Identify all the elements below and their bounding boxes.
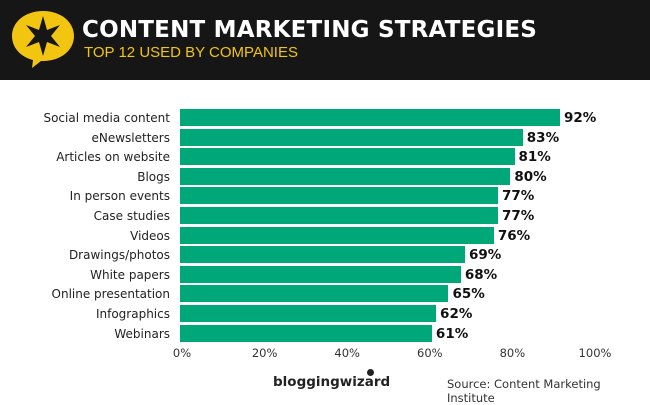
- category-label: eNewsletters: [91, 130, 170, 145]
- bar-row: Videos 76%: [0, 226, 650, 245]
- category-label: Social media content: [43, 111, 170, 125]
- x-tick-label: 40%: [334, 346, 360, 360]
- value-label: 76%: [497, 227, 531, 244]
- x-tick-label: 20%: [251, 346, 278, 360]
- bar: [180, 226, 494, 244]
- bar: [180, 246, 465, 264]
- value-label: 80%: [514, 168, 547, 185]
- value-label: 83%: [526, 129, 560, 146]
- bar-row: eNewsletters 83%: [0, 128, 650, 147]
- page-title: CONTENT MARKETING STRATEGIES: [82, 17, 538, 43]
- bar: [180, 167, 511, 185]
- value-label: 62%: [440, 306, 473, 322]
- value-label: 77%: [502, 208, 535, 224]
- bar-row: Blogs 80%: [0, 167, 650, 186]
- bar-row: Online presentation 65%: [0, 285, 650, 303]
- bar: [180, 207, 498, 224]
- value-label: 81%: [518, 149, 551, 166]
- brand-bubble-icon: [367, 369, 374, 376]
- category-label: Infographics: [95, 307, 170, 321]
- category-label: Blogs: [137, 169, 170, 184]
- category-label: Videos: [130, 228, 170, 243]
- x-tick-label: 80%: [499, 346, 526, 360]
- value-label: 77%: [502, 188, 535, 205]
- bar-row: Infographics 62%: [0, 305, 650, 323]
- bar: [180, 128, 523, 146]
- page-subtitle: TOP 12 USED BY COMPANIES: [84, 44, 298, 61]
- category-label: Webinars: [114, 326, 170, 341]
- x-tick-label: 60%: [417, 346, 443, 360]
- value-label: 69%: [468, 247, 502, 264]
- category-label: Articles on website: [56, 150, 170, 165]
- bar-row: Articles on website 81%: [0, 148, 650, 166]
- value-label: 65%: [452, 286, 485, 303]
- bar-row: Case studies 77%: [0, 207, 650, 225]
- bar-row: White papers 68%: [0, 265, 650, 284]
- x-tick-label: 0%: [172, 346, 192, 360]
- source-note: Source: Content Marketing Institute: [447, 377, 601, 405]
- category-label: White papers: [90, 267, 170, 282]
- category-label: Drawings/photos: [68, 248, 170, 263]
- bar: [180, 305, 437, 322]
- header-banner: CONTENT MARKETING STRATEGIES TOP 12 USED…: [0, 0, 650, 80]
- bar-row: Social media content 92%: [0, 109, 650, 127]
- brand-logo: bloggingwizard: [273, 374, 391, 390]
- category-label: Online presentation: [51, 287, 170, 302]
- bar: [180, 265, 461, 283]
- bar-row: In person events 77%: [0, 187, 650, 205]
- star-speech-bubble-icon: [12, 11, 74, 68]
- bar-row: Drawings/photos 69%: [0, 246, 650, 264]
- category-label: In person events: [69, 189, 170, 204]
- bar-row: Webinars 61%: [0, 324, 650, 343]
- value-label: 92%: [563, 110, 597, 126]
- value-label: 61%: [435, 325, 469, 342]
- x-tick-label: 100%: [578, 346, 612, 360]
- bar: [180, 109, 560, 126]
- bar: [180, 285, 449, 303]
- bar: [180, 187, 498, 205]
- bar: [180, 324, 432, 342]
- value-label: 68%: [464, 266, 498, 283]
- bar: [180, 148, 515, 166]
- category-label: Case studies: [93, 209, 170, 223]
